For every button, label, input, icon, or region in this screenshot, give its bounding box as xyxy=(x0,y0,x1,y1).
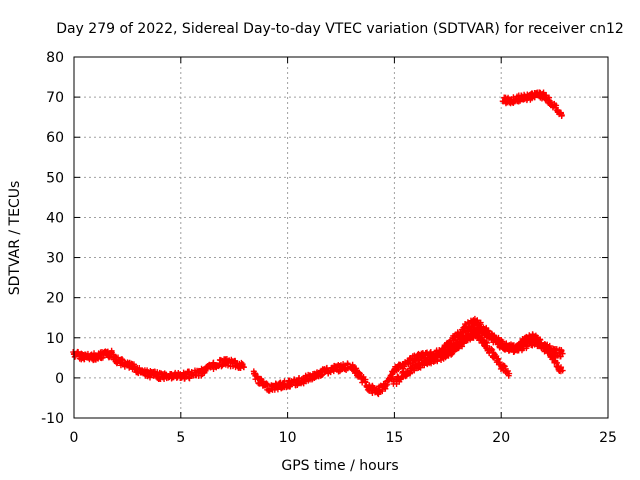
data-point xyxy=(238,359,245,366)
data-point xyxy=(259,378,266,385)
data-point xyxy=(533,334,540,341)
data-point xyxy=(231,358,238,365)
data-point xyxy=(287,383,294,390)
data-point xyxy=(558,110,565,117)
data-point xyxy=(550,353,557,360)
y-tick-label: 50 xyxy=(46,170,64,186)
y-tick-label: 0 xyxy=(55,371,64,387)
chart-title: Day 279 of 2022, Sidereal Day-to-day VTE… xyxy=(56,21,624,37)
x-tick-label: 20 xyxy=(492,430,510,446)
x-tick-label: 5 xyxy=(176,430,185,446)
data-point xyxy=(537,336,544,343)
data-point xyxy=(349,361,356,368)
data-point xyxy=(72,353,79,360)
data-point xyxy=(362,379,369,386)
data-point xyxy=(541,342,548,349)
data-point xyxy=(559,350,566,357)
x-axis-ticks: 0 5 10 15 20 25 xyxy=(70,57,617,446)
data-point xyxy=(473,317,480,324)
data-point xyxy=(417,364,424,371)
data-point xyxy=(463,333,470,340)
y-tick-label: 60 xyxy=(46,130,64,146)
data-point xyxy=(356,370,363,377)
data-point xyxy=(506,370,513,377)
data-point xyxy=(558,347,565,354)
x-axis-label: GPS time / hours xyxy=(281,458,398,474)
x-tick-label: 10 xyxy=(279,430,297,446)
data-point xyxy=(551,100,558,107)
data-point xyxy=(201,369,208,376)
y-tick-label: 30 xyxy=(46,251,64,267)
series-track-4 xyxy=(442,324,566,375)
x-tick-label: 15 xyxy=(385,430,403,446)
x-tick-label: 25 xyxy=(599,430,617,446)
y-tick-label: 70 xyxy=(46,90,64,106)
data-point xyxy=(528,337,535,344)
x-tick-label: 0 xyxy=(70,430,79,446)
data-point xyxy=(552,358,559,365)
series-track-2 xyxy=(250,315,566,398)
data-point xyxy=(210,359,217,366)
y-tick-label: 80 xyxy=(46,50,64,66)
data-point xyxy=(559,367,566,374)
data-points xyxy=(70,89,566,398)
y-tick-label: -10 xyxy=(41,411,64,427)
y-tick-label: 20 xyxy=(46,291,64,307)
data-point xyxy=(483,339,490,346)
data-point xyxy=(382,385,389,392)
data-point xyxy=(482,327,489,334)
data-point xyxy=(546,97,553,104)
y-axis-label: SDTVAR / TECUs xyxy=(7,181,23,296)
data-point xyxy=(186,375,193,382)
data-point xyxy=(531,94,538,101)
series-track-1 xyxy=(70,347,247,383)
data-point xyxy=(434,358,441,365)
y-axis-ticks: -10 0 10 20 30 40 50 60 70 80 xyxy=(41,50,608,427)
data-point xyxy=(319,372,326,379)
data-point xyxy=(75,349,82,356)
data-point xyxy=(410,366,417,373)
data-point xyxy=(119,356,126,363)
data-point xyxy=(136,365,143,372)
data-point xyxy=(517,342,524,349)
data-point xyxy=(443,349,450,356)
data-point xyxy=(239,361,246,368)
series-track-5 xyxy=(499,89,565,119)
data-point xyxy=(264,381,271,388)
grid-lines xyxy=(74,57,608,418)
data-point xyxy=(515,98,522,105)
y-tick-label: 10 xyxy=(46,331,64,347)
y-tick-label: 40 xyxy=(46,210,64,226)
plot-frame xyxy=(73,56,609,419)
data-point xyxy=(240,364,247,371)
